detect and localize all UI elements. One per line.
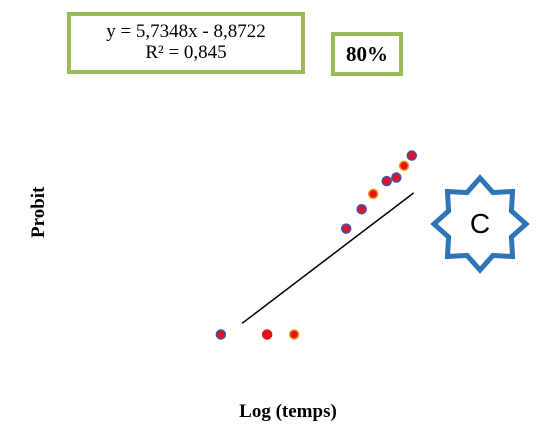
- data-point-8: [391, 172, 402, 183]
- trendline-equation-box: y = 5,7348x - 8,8722 R² = 0,845: [67, 12, 305, 74]
- percentage-box: 80%: [331, 32, 403, 76]
- trendline: [241, 192, 415, 324]
- data-point-7: [381, 175, 392, 187]
- equation-text: y = 5,7348x - 8,8722: [106, 21, 266, 42]
- data-point-2: [261, 329, 273, 340]
- data-point-9: [398, 160, 410, 172]
- x-axis-label: Log (temps): [239, 401, 337, 422]
- r-squared-text: R² = 0,845: [145, 42, 227, 63]
- eight-point-star-icon: [430, 174, 530, 274]
- data-point-6: [367, 188, 379, 200]
- badge-letter: C: [469, 208, 491, 239]
- data-point-1: [215, 329, 227, 340]
- data-point-10: [406, 150, 418, 161]
- data-point-3: [288, 329, 300, 340]
- percentage-value: 80%: [346, 42, 388, 66]
- data-point-4: [340, 223, 352, 234]
- badge: C: [428, 172, 532, 276]
- data-point-5: [356, 203, 367, 215]
